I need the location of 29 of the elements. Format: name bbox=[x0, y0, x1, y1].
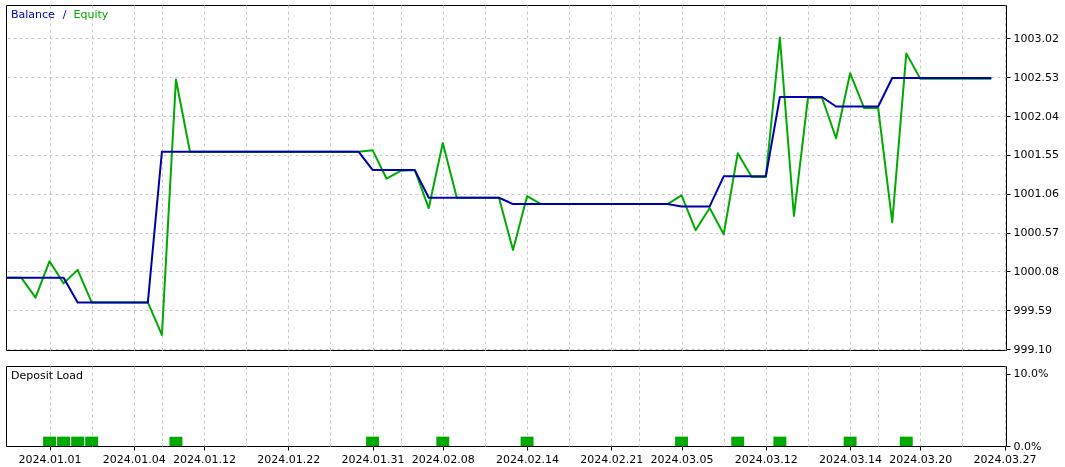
x-tick-label: 2024.01.31 bbox=[341, 452, 405, 466]
y-tick-label: 1002.53 bbox=[1013, 70, 1059, 84]
y-tick-label: 1001.55 bbox=[1013, 148, 1059, 162]
y-tick-label: 1000.08 bbox=[1013, 264, 1059, 278]
x-tick-label: 2024.01.12 bbox=[173, 452, 237, 466]
y-tick-label: 1000.57 bbox=[1013, 226, 1059, 240]
annotation: / bbox=[62, 8, 67, 21]
x-tick-label: 2024.03.20 bbox=[889, 452, 953, 466]
y-tick-label: 999.59 bbox=[1013, 303, 1052, 317]
x-tick-label: 2024.03.14 bbox=[819, 452, 883, 466]
line-series bbox=[6, 76, 992, 304]
chart-title: Deposit Load bbox=[11, 369, 83, 382]
y-tick-label: 10.0% bbox=[1013, 367, 1049, 381]
y-tick-label: 1003.02 bbox=[1013, 31, 1059, 45]
y-tick-label: 1002.04 bbox=[1013, 109, 1059, 123]
x-tick-label: 2024.03.27 bbox=[973, 452, 1037, 466]
y-tick-label: 999.10 bbox=[1013, 342, 1052, 356]
x-tick-label: 2024.02.14 bbox=[496, 452, 560, 466]
x-tick-label: 2024.02.21 bbox=[580, 452, 644, 466]
y-tick-label: 0.0% bbox=[1013, 439, 1042, 453]
x-tick-label: 2024.03.12 bbox=[734, 452, 798, 466]
x-tick-label: 2024.01.01 bbox=[18, 452, 82, 466]
text: Equity bbox=[73, 8, 109, 21]
y-tick-label: 1001.06 bbox=[1013, 187, 1059, 201]
x-tick-label: 2024.02.08 bbox=[411, 452, 475, 466]
text: Balance bbox=[11, 8, 56, 21]
x-tick-label: 2024.01.22 bbox=[257, 452, 321, 466]
x-tick-label: 2024.01.04 bbox=[102, 452, 166, 466]
x-tick-label: 2024.03.05 bbox=[650, 452, 714, 466]
